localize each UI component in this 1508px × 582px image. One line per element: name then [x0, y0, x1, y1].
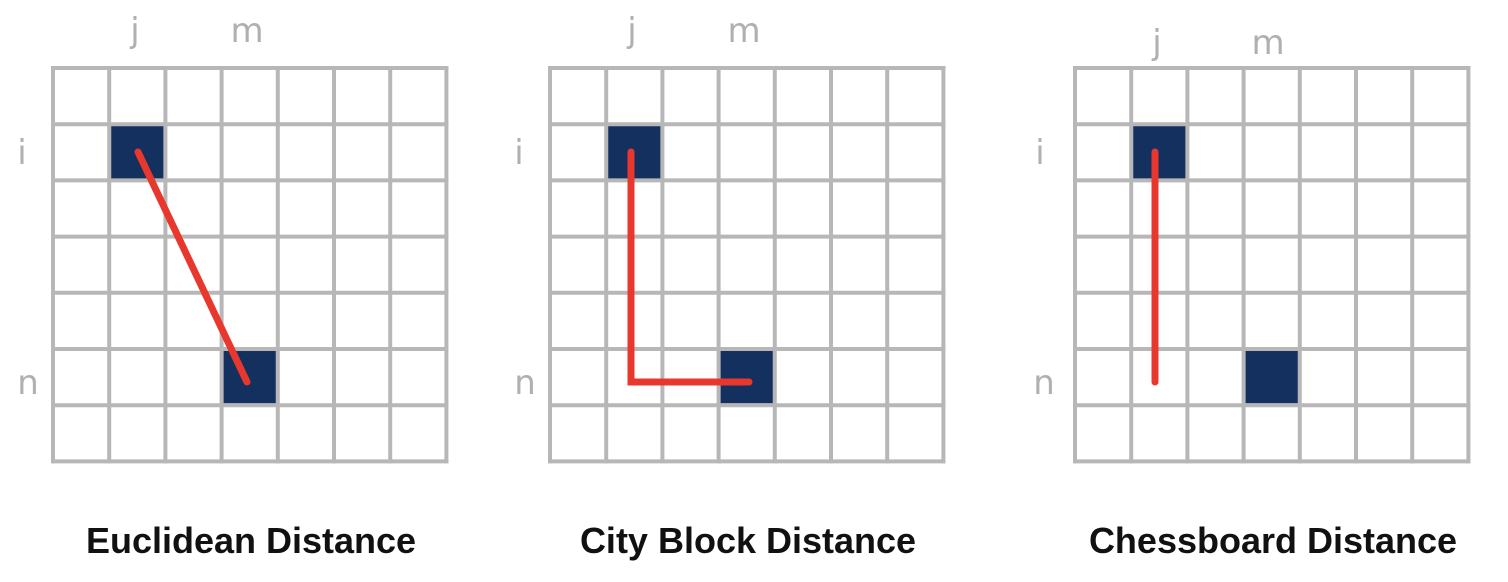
- row-label-n: n: [514, 363, 536, 403]
- cityblock-caption: City Block Distance: [579, 520, 917, 561]
- col-label-j: j: [626, 11, 636, 51]
- row-label-n: n: [1033, 363, 1055, 403]
- highlighted-cell-n-m: [223, 351, 276, 404]
- col-label-m: m: [1251, 23, 1284, 63]
- row-label-i: i: [17, 133, 26, 173]
- row-label-n: n: [17, 363, 39, 403]
- cityblock-panel: j m i n City Block Distance: [497, 0, 999, 582]
- grid-layer: [1073, 66, 1471, 464]
- col-label-m: m: [727, 11, 760, 51]
- col-label-j: j: [1151, 23, 1161, 63]
- highlighted-cell-n-m: [720, 351, 773, 404]
- euclidean-caption: Euclidean Distance: [85, 520, 417, 561]
- col-label-j: j: [129, 11, 139, 51]
- euclidean-grid-diagram: j m i n: [17, 11, 449, 464]
- euclidean-panel: j m i n Euclidean Distance: [0, 0, 502, 582]
- highlighted-cell-n-m: [1245, 351, 1298, 404]
- chessboard-panel: j m i n Chessboard Distance: [1022, 0, 1508, 582]
- cells-layer: [1133, 126, 1298, 404]
- col-label-m: m: [230, 11, 263, 51]
- chessboard-grid-diagram: j m i n: [1033, 23, 1471, 464]
- row-label-i: i: [514, 133, 523, 173]
- cityblock-grid-diagram: j m i n: [514, 11, 946, 464]
- grid-layer: [548, 66, 946, 464]
- euclidean-path-line: [134, 148, 251, 386]
- chessboard-caption: Chessboard Distance: [1088, 520, 1458, 561]
- row-label-i: i: [1035, 133, 1044, 173]
- cityblock-path-line: [627, 148, 753, 386]
- grid-layer: [51, 66, 449, 464]
- highlighted-cell-i-j: [1133, 126, 1186, 179]
